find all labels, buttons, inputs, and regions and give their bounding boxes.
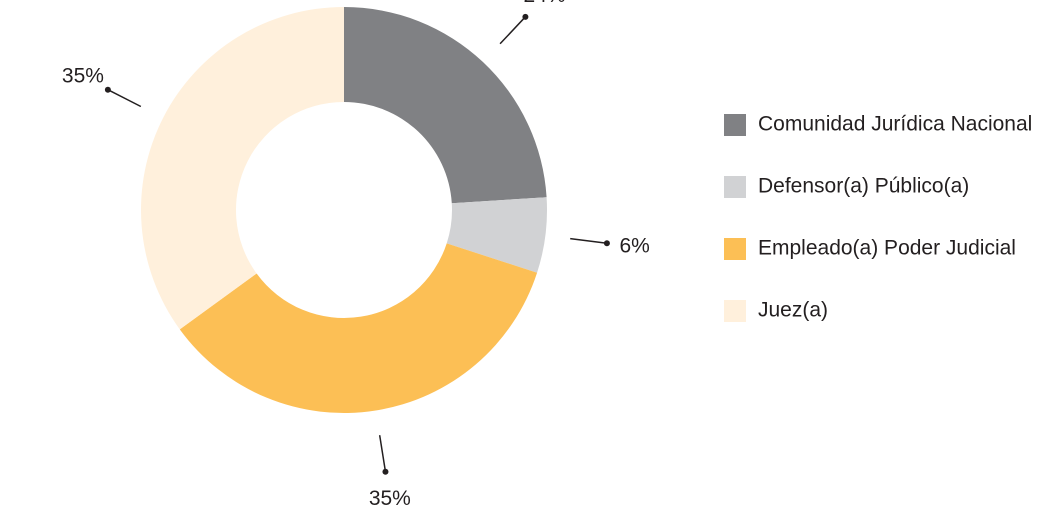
leader-dot [104,86,111,93]
leader-line [378,435,387,472]
legend-swatch [724,176,746,198]
data-label: 24% [524,0,566,7]
legend-label: Comunidad Jurídica Nacional [758,113,1032,136]
leader-dot [603,240,610,247]
donut-slice [140,7,344,330]
data-label: 35% [369,487,411,510]
legend-label: Defensor(a) Público(a) [758,175,969,198]
data-label: 6% [620,234,650,257]
leader-line [107,89,142,108]
donut-slice [179,243,538,413]
legend-swatch [724,114,746,136]
leader-dot [522,13,529,20]
legend-label: Empleado(a) Poder Judicial [758,237,1016,260]
legend-label: Juez(a) [758,299,828,322]
legend-swatch [724,238,746,260]
donut-slice [344,7,547,204]
donut-slice [446,197,547,273]
data-label: 35% [62,65,104,88]
leader-dot [382,468,389,475]
leader-line [499,16,526,45]
leader-line [570,237,608,244]
legend-swatch [724,300,746,322]
